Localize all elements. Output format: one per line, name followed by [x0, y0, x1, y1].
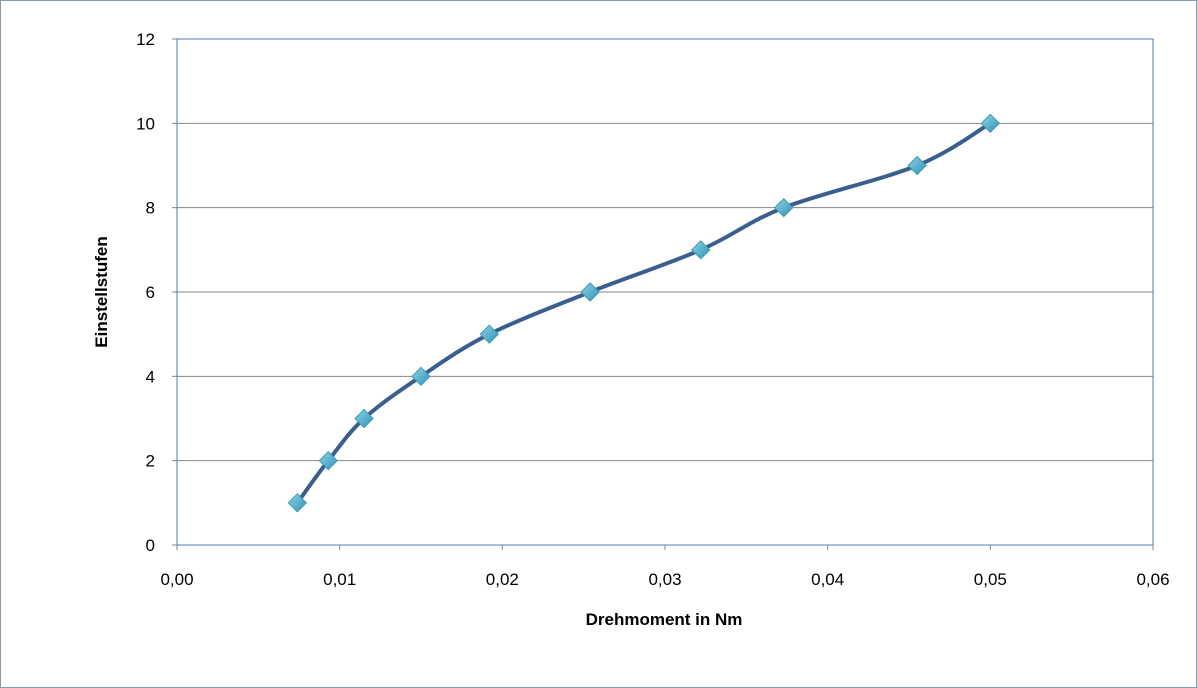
data-point-marker	[980, 113, 1001, 134]
series-line	[295, 121, 993, 505]
x-tick-label: 0,02	[486, 570, 519, 589]
data-point-marker	[479, 324, 500, 344]
series-line-group	[295, 121, 993, 505]
y-tick-label: 0	[146, 536, 155, 555]
y-tick-label: 6	[146, 283, 155, 302]
y-tick-label: 2	[146, 452, 155, 471]
y-tick-label: 10	[136, 114, 155, 133]
x-tick-label: 0,03	[648, 570, 681, 589]
y-tick-label: 4	[146, 367, 155, 386]
data-point-marker	[580, 282, 600, 302]
data-point-marker	[318, 450, 338, 471]
gridlines	[177, 122, 1153, 462]
markers-group	[287, 113, 1001, 513]
x-tick-label: 0,06	[1136, 570, 1169, 589]
x-tick-label: 0,01	[323, 570, 356, 589]
y-axis-label: Einstellstufen	[92, 236, 111, 347]
data-point-marker	[411, 366, 431, 387]
x-tick-label: 0,05	[974, 570, 1007, 589]
data-point-marker	[354, 408, 374, 429]
y-tick-label: 8	[146, 199, 155, 218]
data-point-marker	[287, 493, 308, 513]
x-axis-label: Drehmoment in Nm	[586, 610, 743, 629]
x-tick-label: 0,04	[811, 570, 844, 589]
data-point-marker	[691, 240, 711, 260]
axes: 0 2 4 6 8 10 12 0,00 0,01 0,02 0,03 0,04 0,05 0,06	[136, 30, 1169, 589]
x-tick-label: 0,00	[160, 570, 193, 589]
data-point-marker	[907, 155, 927, 176]
data-point-marker	[774, 197, 794, 218]
y-tick-label: 12	[136, 30, 155, 49]
